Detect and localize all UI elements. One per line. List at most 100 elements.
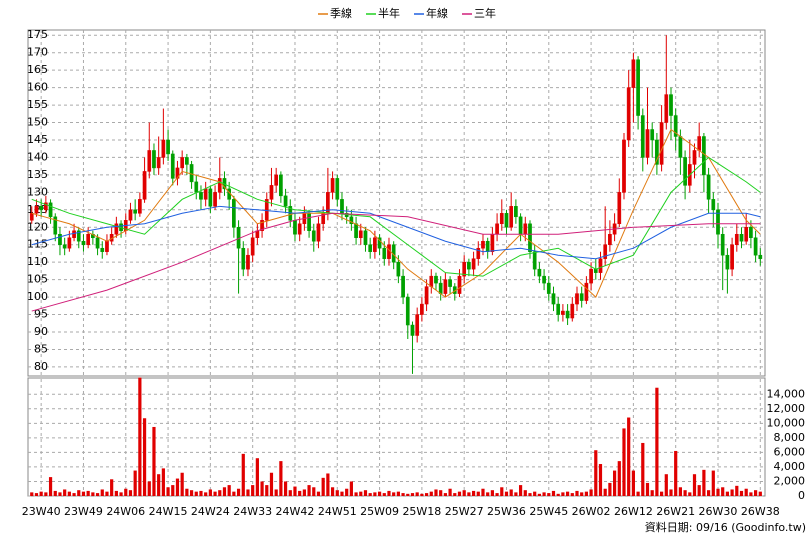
candle-body	[424, 286, 429, 305]
x-tick-label: 26W38	[741, 505, 780, 518]
candle-body	[189, 164, 194, 183]
candle-body	[683, 157, 687, 186]
volume-bar	[420, 493, 424, 496]
candle-body	[532, 251, 537, 270]
volume-bar	[509, 489, 513, 496]
x-tick-label: 26W21	[656, 505, 695, 518]
volume-bar	[105, 491, 109, 496]
volume-bar	[53, 490, 57, 496]
y-tick-label: 160	[27, 81, 48, 94]
volume-bar	[91, 492, 95, 496]
volume-bar	[114, 490, 118, 496]
candle-body	[29, 213, 34, 221]
candle-body	[650, 129, 655, 141]
candle-body	[255, 230, 260, 238]
volume-bar	[598, 464, 603, 496]
x-tick-label: 23W40	[22, 505, 61, 518]
candle-body	[58, 233, 62, 245]
candle-body	[105, 240, 109, 252]
volume-bar	[476, 491, 480, 496]
volume-bar	[664, 474, 668, 496]
volume-bar	[674, 450, 678, 496]
volume-bar	[363, 490, 368, 496]
volume-bar	[77, 490, 81, 496]
x-tick-label: 24W24	[191, 505, 230, 518]
candle-body	[208, 188, 213, 207]
candle-body	[156, 157, 161, 169]
candle-body	[260, 220, 264, 232]
volume-bar	[443, 493, 447, 496]
candle-body	[62, 244, 67, 249]
candle-body	[410, 324, 415, 336]
volume-bar	[86, 490, 90, 496]
candle-body	[711, 199, 716, 211]
candle-body	[217, 178, 222, 193]
price-panel	[27, 29, 766, 377]
candle-body	[598, 258, 603, 273]
candle-body	[438, 282, 443, 294]
volume-bar	[246, 489, 250, 496]
candle-body	[72, 230, 76, 238]
volume-bar	[453, 493, 457, 496]
volume-bar	[147, 481, 151, 496]
volume-bar	[439, 490, 443, 496]
candle-body	[152, 150, 156, 169]
candle-body	[443, 279, 448, 294]
volume-bar	[406, 493, 410, 496]
candle-body	[48, 202, 53, 218]
x-tick-label: 26W12	[614, 505, 653, 518]
candle-body	[631, 59, 636, 88]
volume-bar	[424, 493, 429, 496]
candle-body	[490, 233, 495, 252]
volume-bar	[655, 387, 659, 496]
candle-body	[264, 199, 269, 221]
volume-bar	[570, 493, 574, 496]
volume-bar	[730, 489, 734, 496]
volume-bar	[368, 493, 372, 496]
volume-bar	[547, 493, 551, 496]
candle-body	[274, 174, 279, 186]
volume-bar	[575, 490, 579, 496]
volume-bar	[584, 491, 588, 496]
candle-body	[429, 275, 434, 287]
volume-bar	[63, 489, 67, 496]
volume-bar	[429, 491, 433, 496]
y-tick-label: 140	[27, 150, 48, 163]
volume-bar	[622, 428, 626, 496]
candle-body	[589, 268, 593, 284]
candle-body	[471, 258, 476, 270]
volume-bar	[199, 490, 203, 496]
volume-bar	[110, 479, 114, 496]
candle-body	[584, 282, 589, 301]
candle-body	[330, 178, 335, 193]
volume-bar	[697, 485, 701, 496]
candle-body	[659, 122, 664, 165]
volume-bar	[345, 488, 349, 496]
candle-body	[504, 213, 509, 228]
volume-bar	[349, 481, 353, 496]
candle-body	[753, 237, 758, 256]
candle-body	[730, 244, 734, 270]
volume-bar	[589, 489, 593, 496]
candle-body	[678, 136, 683, 158]
candle-body	[138, 199, 142, 214]
volume-bar	[326, 473, 330, 496]
candle-body	[175, 167, 180, 179]
volume-bar	[467, 492, 471, 496]
candle-body	[241, 247, 246, 270]
candle-body	[565, 310, 570, 319]
candle-body	[669, 94, 673, 116]
candle-body	[39, 206, 44, 211]
candle-body	[95, 237, 100, 249]
volume-bar	[551, 490, 556, 496]
volume-bar	[274, 489, 278, 496]
volume-tick-label: 8,000	[774, 431, 806, 444]
volume-bar	[504, 491, 509, 496]
candle-body	[246, 254, 250, 270]
candle-body	[373, 237, 377, 252]
candle-body	[396, 261, 401, 277]
candle-body	[81, 240, 86, 245]
y-tick-label: 175	[27, 28, 48, 41]
candle-body	[537, 268, 542, 277]
candle-body	[561, 310, 565, 315]
